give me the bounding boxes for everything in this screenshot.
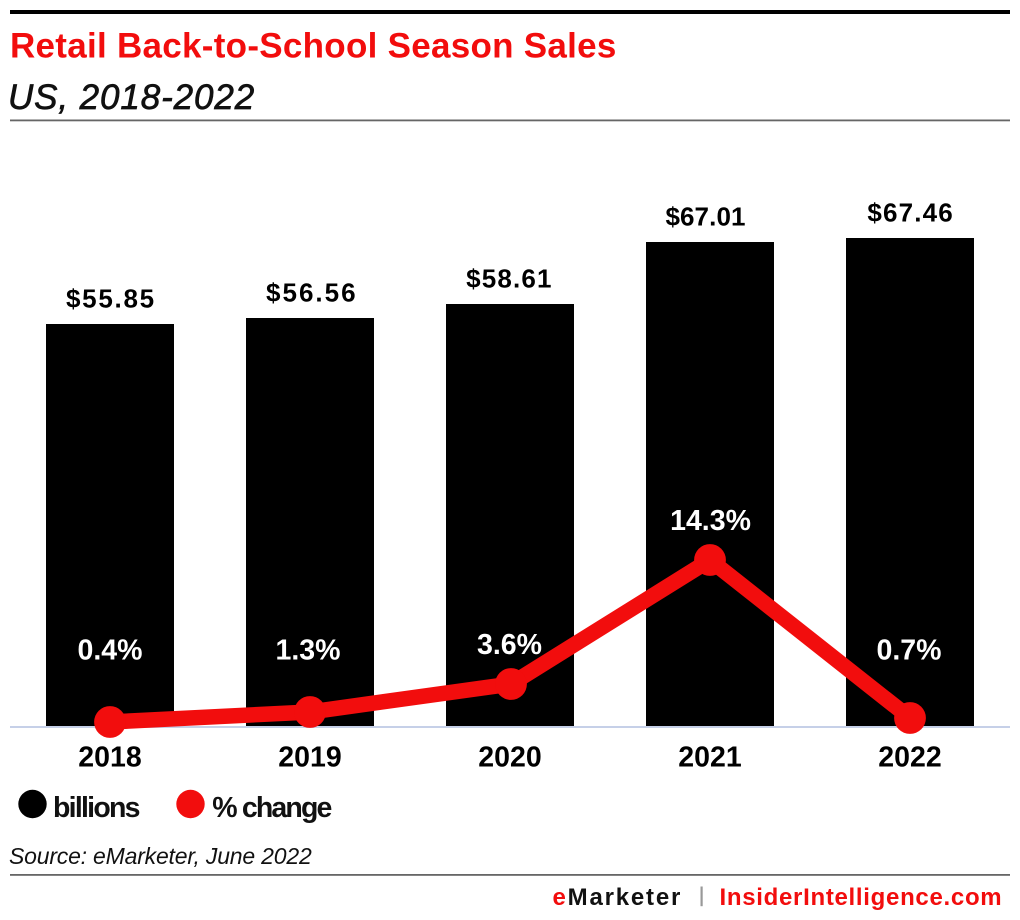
svg-text:$56.56: $56.56 bbox=[266, 278, 358, 308]
svg-text:2022: 2022 bbox=[878, 742, 941, 774]
svg-text:$58.61: $58.61 bbox=[466, 264, 552, 294]
svg-text:3.6%: 3.6% bbox=[477, 629, 542, 661]
svg-text:1.3%: 1.3% bbox=[276, 635, 341, 667]
svg-text:% change: % change bbox=[212, 792, 331, 824]
svg-text:US, 2018-2022: US, 2018-2022 bbox=[8, 78, 255, 117]
svg-text:2019: 2019 bbox=[278, 742, 341, 774]
svg-text:billions: billions bbox=[53, 792, 140, 824]
svg-text:eMarketer: eMarketer bbox=[553, 884, 683, 911]
svg-text:Source: eMarketer, June 2022: Source: eMarketer, June 2022 bbox=[9, 843, 312, 869]
svg-text:0.4%: 0.4% bbox=[78, 635, 143, 667]
svg-text:$67.46: $67.46 bbox=[867, 198, 954, 228]
svg-text:$55.85: $55.85 bbox=[66, 284, 156, 314]
svg-text:2021: 2021 bbox=[678, 742, 742, 774]
svg-text:Retail Back-to-School Season S: Retail Back-to-School Season Sales bbox=[10, 27, 617, 66]
svg-text:2018: 2018 bbox=[78, 742, 141, 774]
svg-text:2020: 2020 bbox=[478, 742, 541, 774]
svg-text:0.7%: 0.7% bbox=[877, 635, 942, 667]
svg-text:$67.01: $67.01 bbox=[665, 202, 745, 232]
svg-text:14.3%: 14.3% bbox=[670, 505, 751, 537]
svg-text:InsiderIntelligence.com: InsiderIntelligence.com bbox=[720, 884, 1003, 911]
